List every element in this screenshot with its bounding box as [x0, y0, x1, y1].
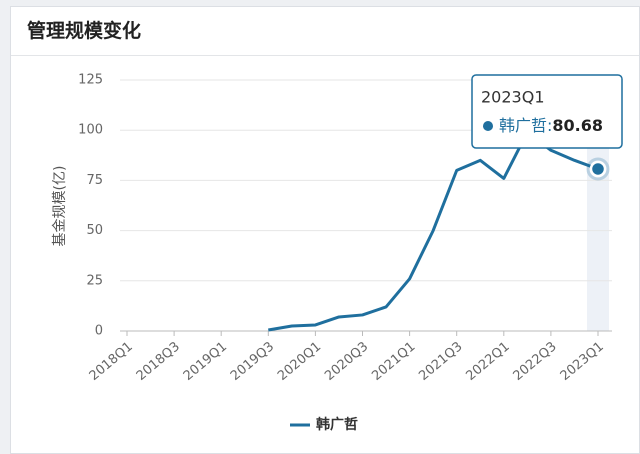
tooltip [471, 74, 623, 149]
x-tick-label: 2018Q3 [134, 339, 183, 384]
x-tick-label: 2021Q3 [416, 339, 465, 384]
tooltip-sep: : [547, 116, 552, 135]
x-tick-label: 2019Q3 [228, 339, 277, 384]
y-tick-label: 50 [86, 223, 103, 238]
x-tick-label: 2021Q1 [369, 339, 418, 384]
point [589, 160, 607, 178]
y-axis-label: 基金规模(亿) [51, 166, 68, 247]
y-tick-label: 75 [86, 173, 103, 188]
x-tick-label: 2020Q1 [275, 339, 324, 384]
point-ring [586, 157, 610, 181]
line [268, 130, 599, 332]
tooltip-name: 韩广哲 [499, 116, 547, 135]
x-tick-label: 2022Q3 [511, 339, 560, 384]
x-tick-label: 2020Q3 [322, 339, 371, 384]
x-tick-label: 2018Q1 [87, 339, 136, 384]
tooltip-number: 80.68 [552, 116, 603, 135]
y-tick-label: 100 [78, 123, 103, 138]
tooltip-dot [483, 121, 493, 131]
tooltip-title: 2023Q1 [481, 88, 545, 107]
y-tick-label: 125 [78, 73, 103, 88]
y-tick-label: 0 [95, 324, 103, 339]
tooltip-value: 韩广哲:80.68 [499, 116, 603, 135]
x-tick-label: 2019Q1 [181, 339, 230, 384]
x-tick-label: 2022Q1 [463, 339, 512, 384]
card-title: 管理规模变化 [11, 7, 639, 56]
legend-label: 韩广哲 [316, 416, 358, 433]
y-tick-label: 25 [86, 273, 103, 288]
x-tick-label: 2023Q1 [558, 339, 607, 384]
